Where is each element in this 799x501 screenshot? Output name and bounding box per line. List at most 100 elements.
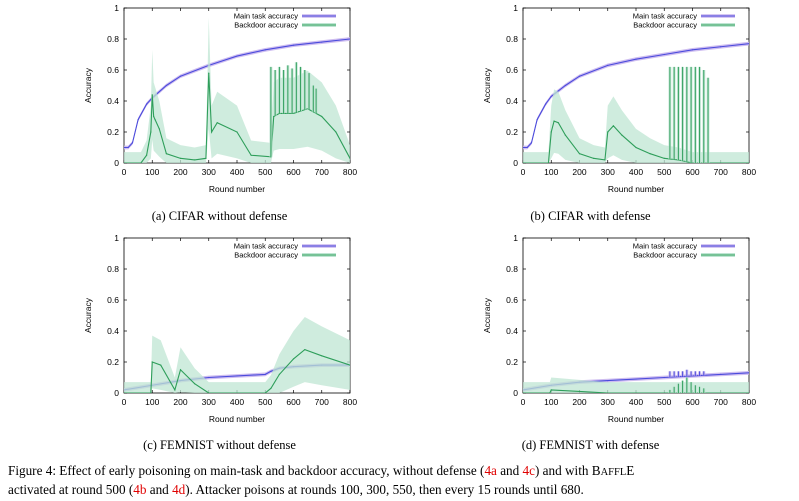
x-tick-label: 500	[657, 397, 671, 407]
ref-4c-link[interactable]: 4c	[522, 463, 535, 478]
x-tick-label: 700	[315, 397, 329, 407]
x-tick-label: 600	[286, 167, 300, 177]
y-tick-label: 0	[114, 158, 119, 168]
backdoor-data-point	[292, 358, 295, 360]
caption-line2-start: activated at round 500 (	[8, 482, 134, 497]
backdoor-data-point	[236, 131, 238, 133]
backdoor-data-point	[607, 392, 609, 393]
y-tick-label: 0.8	[506, 34, 518, 44]
y-tick-label: 0.6	[506, 65, 518, 75]
backdoor-data-point	[205, 157, 207, 159]
main-task-data-point	[530, 142, 533, 144]
main-task-data-point	[578, 75, 581, 77]
backdoor-data-point	[578, 153, 581, 155]
main-task-data-point	[236, 375, 238, 377]
backdoor-data-point	[549, 392, 551, 393]
main-task-data-point	[146, 103, 148, 105]
ref-4a-link[interactable]: 4a	[484, 463, 497, 478]
y-tick-label: 0.2	[506, 357, 518, 367]
y-axis-label: Accuracy	[83, 67, 93, 103]
backdoor-data-point	[124, 162, 125, 163]
backdoor-data-point	[635, 392, 637, 393]
x-axis-label: Round number	[608, 184, 664, 194]
main-task-data-point	[607, 64, 609, 66]
backdoor-data-point	[349, 364, 350, 366]
backdoor-data-point	[593, 157, 595, 159]
backdoor-data-point	[564, 134, 566, 136]
y-tick-label: 0.8	[506, 264, 518, 274]
caption-and-2: and	[146, 482, 173, 497]
backdoor-data-point	[153, 115, 155, 118]
backdoor-data-point	[194, 383, 196, 385]
x-tick-label: 100	[145, 167, 159, 177]
backdoor-data-point	[604, 159, 606, 161]
main-task-data-point	[165, 84, 167, 87]
y-axis-label: Accuracy	[482, 297, 492, 333]
backdoor-data-point	[264, 392, 266, 393]
backdoor-data-point	[158, 128, 160, 130]
x-tick-label: 800	[343, 167, 357, 177]
x-tick-label: 300	[601, 167, 615, 177]
backdoor-data-point	[304, 349, 306, 351]
x-tick-label: 0	[122, 167, 127, 177]
chart-c-svg: 0 100 200 300 400 500 600 700 800 0 0.2 0.4 0.6 0.8 1 R…	[83, 233, 357, 424]
x-tick-label: 400	[230, 167, 244, 177]
backdoor-data-point	[550, 389, 552, 391]
main-task-data-point	[208, 376, 210, 379]
x-tick-label: 500	[258, 167, 272, 177]
backdoor-data-point	[349, 157, 350, 159]
backdoor-data-point	[523, 162, 524, 163]
main-task-data-point	[124, 146, 125, 149]
x-tick-label: 600	[685, 167, 699, 177]
y-tick-label: 0	[114, 388, 119, 398]
chart-a-svg: 0 100 200 300 400 500 600 700 800 0 0.2 0.4 0.6 0.8 1 R…	[83, 3, 357, 194]
subcaption-b: (b) CIFAR with defense	[530, 209, 651, 223]
x-tick-label: 0	[521, 167, 526, 177]
x-tick-label: 0	[521, 397, 526, 407]
backdoor-confidence-band	[124, 17, 350, 163]
main-task-data-point	[270, 370, 272, 372]
x-tick-label: 400	[629, 397, 643, 407]
x-tick-label: 200	[572, 167, 586, 177]
ref-4d-link[interactable]: 4d	[172, 482, 186, 497]
backdoor-data-point	[649, 153, 651, 155]
plot-area	[124, 317, 350, 393]
caption-text-2: ) and with B	[534, 463, 601, 478]
backdoor-data-point	[547, 162, 550, 163]
main-task-data-point	[127, 146, 129, 149]
x-axis-label: Round number	[608, 414, 664, 424]
plot-frame	[522, 237, 750, 394]
y-tick-label: 1	[114, 3, 119, 13]
baffle-e: E	[626, 463, 635, 478]
plot-area	[523, 369, 749, 393]
x-tick-label: 500	[657, 167, 671, 177]
x-tick-label: 600	[286, 397, 300, 407]
x-tick-label: 200	[173, 397, 187, 407]
x-tick-label: 800	[742, 397, 756, 407]
main-task-data-point	[663, 53, 665, 56]
x-tick-label: 100	[544, 397, 558, 407]
y-tick-label: 0	[513, 158, 518, 168]
ref-4b-link[interactable]: 4b	[133, 482, 147, 497]
y-tick-label: 0.4	[107, 326, 119, 336]
y-tick-label: 0.4	[506, 96, 518, 106]
y-tick-label: 0.8	[107, 34, 119, 44]
backdoor-data-point	[151, 361, 153, 363]
y-tick-label: 0.6	[506, 295, 518, 305]
backdoor-data-point	[607, 131, 609, 133]
backdoor-data-point	[748, 162, 749, 163]
backdoor-data-point	[140, 162, 142, 163]
y-axis-label: Accuracy	[482, 67, 492, 103]
x-tick-label: 0	[122, 397, 127, 407]
main-task-data-point	[720, 46, 722, 48]
caption-line2-end: ). Attacker poisons at rounds 100, 300, …	[185, 482, 584, 497]
x-tick-label: 400	[629, 167, 643, 177]
y-tick-label: 0.6	[107, 295, 119, 305]
backdoor-data-point	[208, 72, 210, 74]
main-task-data-point	[536, 119, 538, 121]
backdoor-data-point	[321, 355, 323, 357]
x-tick-label: 200	[173, 167, 187, 177]
backdoor-data-point	[612, 125, 614, 127]
y-tick-label: 0.4	[107, 96, 119, 106]
legend-label: Main task accuracy	[633, 12, 697, 21]
